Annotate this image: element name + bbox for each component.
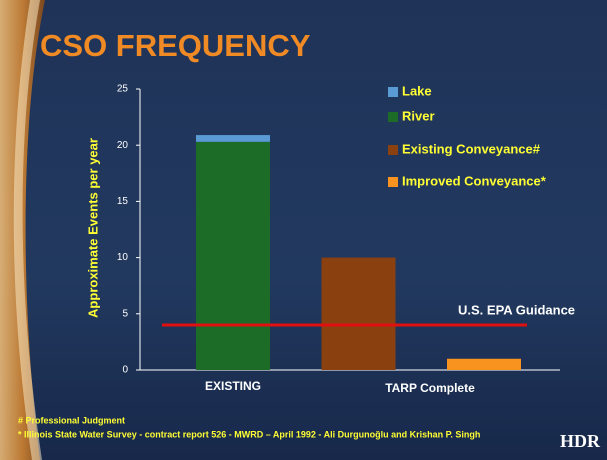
legend-swatch bbox=[388, 87, 398, 97]
bar-segment bbox=[321, 257, 396, 370]
footnote: # Professional Judgment bbox=[18, 415, 125, 425]
bar-segment bbox=[447, 358, 521, 370]
footnote: * Illinois State Water Survey - contract… bbox=[18, 429, 480, 439]
legend-label: Existing Conveyance# bbox=[402, 141, 541, 156]
legend-label: Improved Conveyance* bbox=[402, 173, 547, 188]
title: CSO FREQUENCY bbox=[40, 28, 311, 63]
legend-label: River bbox=[402, 108, 435, 123]
y-tick-label: 15 bbox=[117, 196, 129, 207]
legend-swatch bbox=[388, 145, 398, 155]
y-tick-label: 0 bbox=[122, 365, 128, 376]
y-tick-label: 5 bbox=[122, 308, 128, 319]
swoosh-highlight bbox=[13, 0, 42, 460]
legend-swatch bbox=[388, 177, 398, 187]
y-tick-label: 10 bbox=[117, 252, 129, 263]
y-tick-label: 25 bbox=[117, 84, 129, 95]
legend-label: Lake bbox=[402, 83, 432, 98]
logo: HDR bbox=[560, 431, 601, 451]
y-tick-label: 20 bbox=[117, 140, 129, 151]
y-axis-label: Approximate Events per year bbox=[85, 138, 100, 318]
reference-label: U.S. EPA Guidance bbox=[458, 302, 575, 317]
x-group-label: TARP Complete bbox=[385, 381, 475, 395]
bar-segment bbox=[196, 141, 270, 370]
bar-segment bbox=[196, 135, 270, 142]
legend-swatch bbox=[388, 112, 398, 122]
x-tick-label: EXISTING bbox=[205, 379, 261, 393]
